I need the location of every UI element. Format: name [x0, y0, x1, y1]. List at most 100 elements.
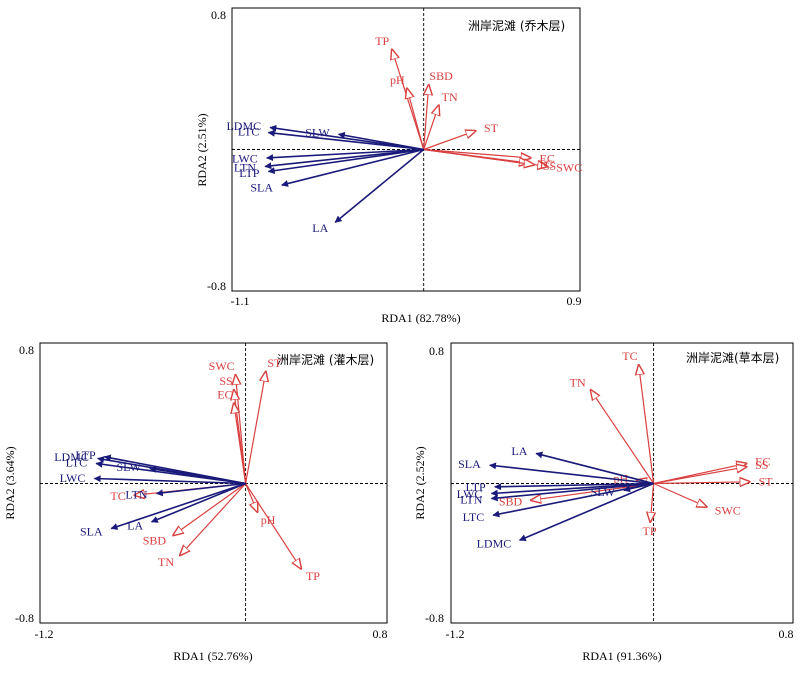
env-arrow-sbd [531, 482, 654, 501]
trait-label-slw: SLW [305, 126, 330, 140]
trait-label-la: LA [511, 444, 527, 458]
env-arrow-sbd [424, 85, 429, 150]
env-arrow-ec [234, 403, 247, 484]
trait-label-ltn: LTN [234, 160, 257, 174]
env-label-tc: TC [622, 349, 637, 363]
trait-label-ltc: LTC [463, 510, 485, 524]
trait-label-ltp: LTP [239, 166, 260, 180]
env-arrow-tp [392, 50, 425, 150]
panel-herb-layer: 洲岸泥滩(草本层) 0.8 -0.8 -1.2 0.8 RDA1 (91.36%… [413, 342, 794, 663]
trait-label-slw: SLW [591, 485, 616, 499]
trait-arrow-la [150, 482, 246, 523]
env-label-tp: TP [643, 524, 657, 538]
panel-tree-layer: 洲岸泥滩 (乔木层) 0.8 -0.8 -1.1 0.9 RDA1 (82.78… [195, 7, 582, 325]
trait-label-lwc: LWC [60, 471, 86, 485]
x-tick-left: -1.2 [446, 627, 465, 641]
trait-label-sla: SLA [80, 524, 103, 538]
env-label-st: ST [484, 121, 499, 135]
env-label-ss: SS [219, 374, 232, 388]
trait-label-ldmc: LDMC [477, 537, 512, 551]
x-axis-label: RDA1 (91.36%) [582, 649, 661, 663]
trait-arrow-la [535, 451, 654, 485]
env-label-ec: EC [755, 455, 770, 469]
env-label-tp: TP [306, 569, 320, 583]
y-tick-bottom: -0.8 [207, 279, 226, 293]
env-label-ph: pH [390, 73, 405, 87]
plot-frame [450, 342, 794, 624]
trait-label-lwc: LWC [232, 151, 258, 165]
trait-arrow-ldmc [269, 124, 424, 151]
trait-label-ltn: LTN [460, 492, 483, 506]
env-arrow-st [653, 482, 750, 484]
env-label-swc: SWC [556, 161, 582, 175]
trait-arrow-sla [489, 462, 654, 485]
env-label-ec: EC [217, 387, 232, 401]
trait-arrow-sla [110, 482, 246, 530]
vectors: TCTNpHSBDTPECSSSTSWCLASLALTPLWCLTNLTCLDM… [457, 349, 774, 551]
trait-label-slw: SLW [116, 460, 141, 474]
env-arrow-tn [180, 483, 247, 556]
env-arrow-ec [423, 148, 531, 158]
x-axis-label: RDA1 (82.78%) [381, 311, 460, 325]
env-label-tc: TC [538, 157, 553, 171]
panel-title: 洲岸泥滩(草本层) [686, 351, 779, 365]
x-tick-left: -1.1 [231, 294, 250, 308]
y-tick-top: 0.8 [429, 344, 444, 358]
env-arrow-tp [245, 483, 301, 569]
env-label-tc: TC [110, 489, 125, 503]
x-tick-right: 0.8 [779, 627, 794, 641]
env-label-sbd: SBD [143, 533, 167, 547]
env-label-swc: SWC [715, 503, 741, 517]
env-arrow-ph [245, 483, 258, 512]
trait-label-ltc: LTC [66, 455, 88, 469]
env-arrow-tc [639, 365, 655, 484]
trait-arrow-lwc [266, 148, 424, 162]
trait-label-ldmc: LDMC [54, 450, 89, 464]
env-arrow-sbd [173, 483, 246, 536]
trait-label-sla: SLA [250, 180, 273, 194]
trait-arrow-lwc [93, 475, 246, 485]
y-axis-label: RDA2 (2.52%) [413, 446, 427, 519]
y-axis-label: RDA2 (3.64%) [3, 446, 17, 519]
trait-arrow-slw [623, 482, 654, 493]
trait-arrow-slw [337, 131, 424, 151]
x-tick-left: -1.2 [35, 627, 54, 641]
y-tick-top: 0.8 [19, 343, 34, 357]
env-arrow-swc [653, 482, 707, 507]
trait-label-sla: SLA [458, 457, 481, 471]
env-label-ph: pH [261, 513, 276, 527]
env-arrow-st [245, 372, 266, 484]
trait-arrow-sla [281, 148, 424, 187]
env-arrow-ss [423, 148, 534, 165]
env-label-tp: TP [375, 34, 389, 48]
env-arrow-ph [407, 89, 425, 150]
plot-frame [39, 342, 388, 624]
panel-title: 洲岸泥滩 (乔木层) [468, 19, 565, 33]
env-label-st: ST [267, 356, 282, 370]
y-axis-label: RDA2 (2.51%) [195, 113, 209, 186]
trait-arrow-ldmc [518, 482, 654, 542]
env-label-tn: TN [158, 555, 174, 569]
trait-label-ltn: LTN [125, 488, 148, 502]
trait-label-ldmc: LDMC [226, 119, 261, 133]
trait-arrow-ltn [155, 482, 246, 497]
trait-arrow-ltp [494, 482, 654, 491]
x-axis-label: RDA1 (52.76%) [173, 649, 252, 663]
env-label-sbd: SBD [429, 69, 453, 83]
trait-arrow-ltp [267, 148, 424, 175]
env-label-ss: SS [755, 458, 768, 472]
env-arrow-tn [423, 105, 439, 150]
y-tick-bottom: -0.8 [15, 611, 34, 625]
panel-shrub-layer: 洲岸泥滩 (灌木层) 0.8 -0.8 -1.2 0.8 RDA1 (52.76… [3, 342, 388, 663]
y-tick-bottom: -0.8 [425, 611, 444, 625]
env-label-ss: SS [543, 159, 556, 173]
trait-arrow-lwc [490, 482, 654, 497]
env-label-tn: TN [442, 90, 458, 104]
x-tick-right: 0.8 [373, 627, 388, 641]
env-label-st: ST [759, 475, 774, 489]
trait-arrow-la [334, 148, 425, 223]
trait-arrow-slw [149, 465, 246, 485]
trait-label-la: LA [312, 221, 328, 235]
